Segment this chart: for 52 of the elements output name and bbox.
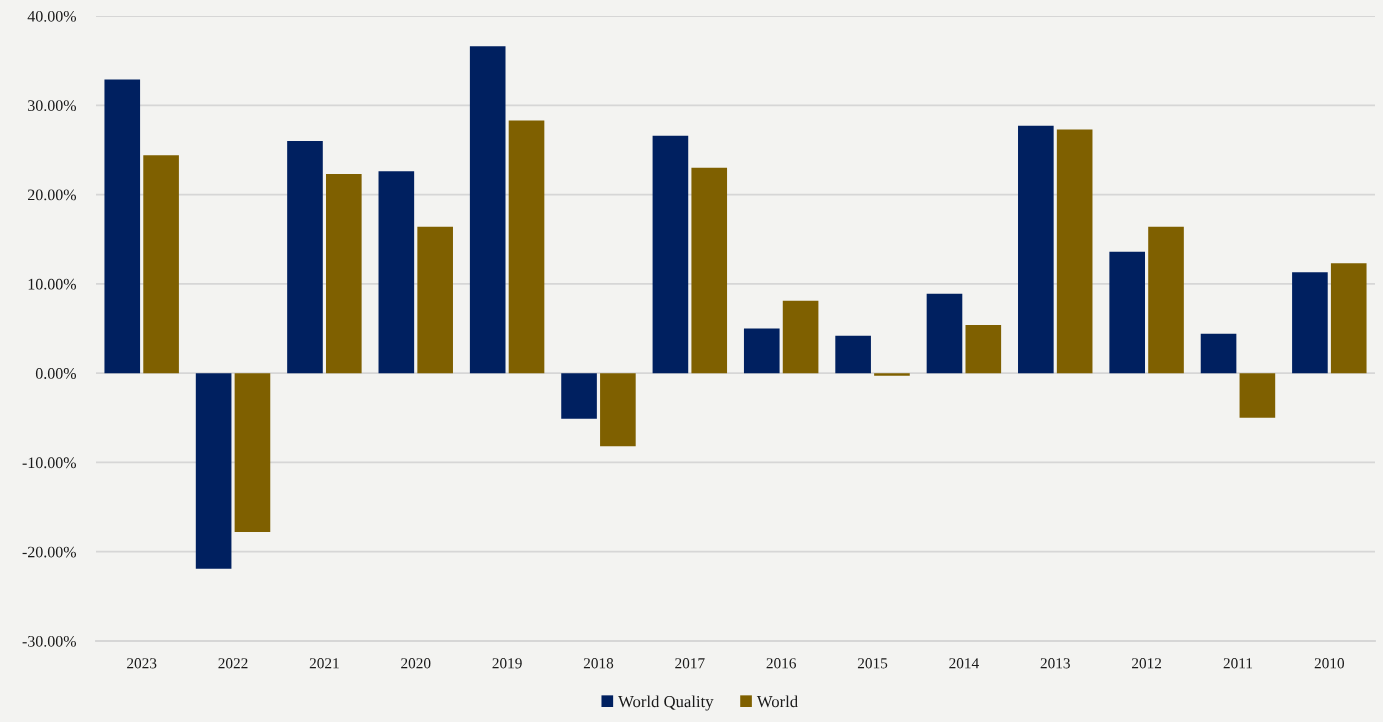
bar — [1018, 125, 1054, 374]
bar — [652, 135, 689, 374]
y-tick-label: 30.00% — [28, 100, 77, 112]
bar — [874, 373, 910, 376]
x-tick-label: 2021 — [309, 658, 339, 669]
bar — [1200, 333, 1237, 374]
y-tick-label: 40.00% — [27, 10, 77, 22]
x-tick-label: 2014 — [949, 658, 979, 669]
x-tick-label: 2016 — [766, 658, 796, 669]
legend-label: World Quality — [618, 695, 714, 711]
bar — [561, 373, 597, 419]
bar — [926, 293, 963, 374]
y-tick-label: 10.00% — [28, 278, 77, 290]
x-tick-label: 2011 — [1223, 658, 1253, 669]
bar — [835, 335, 871, 374]
bar — [1148, 226, 1184, 374]
bar — [287, 141, 323, 374]
bar — [691, 167, 728, 374]
bar — [417, 226, 453, 374]
bar — [1330, 263, 1367, 374]
x-tick-label: 2019 — [492, 658, 522, 669]
x-tick-label: 2023 — [127, 658, 157, 669]
bar — [143, 155, 179, 374]
x-tick-label: 2020 — [401, 658, 431, 669]
bar — [508, 120, 545, 374]
y-tick-label: -10.00% — [22, 457, 77, 469]
bar — [965, 324, 1002, 374]
bar — [378, 171, 415, 374]
bar — [600, 373, 636, 447]
bar — [1109, 251, 1146, 374]
x-tick-label: 2018 — [583, 658, 614, 669]
y-tick-label: -20.00% — [22, 546, 77, 558]
bar — [469, 46, 506, 374]
bar — [1056, 129, 1093, 374]
bar — [325, 174, 362, 374]
x-tick-label: 2017 — [675, 658, 705, 669]
y-tick-label: 20.00% — [28, 189, 77, 201]
bar — [104, 79, 141, 374]
bar — [234, 373, 271, 533]
x-tick-label: 2010 — [1314, 658, 1345, 669]
x-tick-label: 2013 — [1040, 658, 1070, 669]
bar — [195, 373, 232, 569]
x-tick-label: 2012 — [1132, 658, 1162, 669]
legend-label: World — [756, 695, 798, 708]
bar — [1239, 373, 1276, 418]
bar — [1292, 272, 1328, 374]
bar — [743, 328, 780, 374]
y-tick-label: 0.00% — [35, 368, 77, 379]
bar — [782, 300, 819, 374]
x-tick-label: 2015 — [857, 658, 888, 669]
x-tick-label: 2022 — [218, 658, 248, 669]
y-tick-label: -30.00% — [22, 635, 77, 647]
